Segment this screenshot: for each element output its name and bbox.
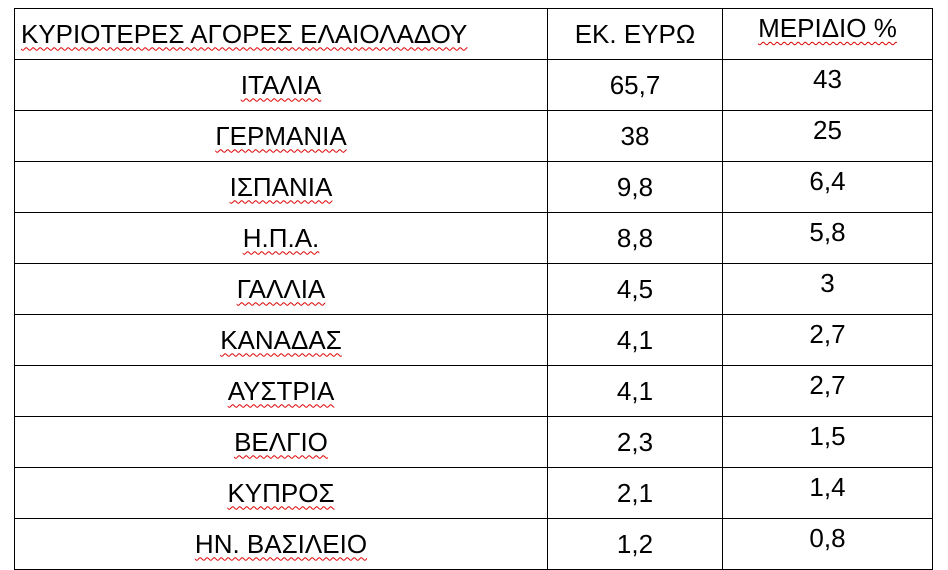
header-cell-text: ΜΕΡΙΔΙΟ %: [758, 13, 897, 43]
share-cell: 3: [722, 263, 933, 315]
value-cell: 38: [547, 110, 723, 162]
share-cell: 25: [722, 110, 933, 162]
value-cell-text: 4,5: [616, 273, 654, 304]
value-cell: 65,7: [547, 59, 723, 111]
country-cell-text: ΓΑΛΛΙΑ: [236, 273, 326, 304]
country-cell-text: ΚΑΝΑΔΑΣ: [220, 324, 342, 355]
table-body: ΚΥΡΙΟΤΕΡΕΣ ΑΓΟΡΕΣ ΕΛΑΙΟΛΑΔΟΥ ΕΚ. ΕΥΡΩ ΜΕΡΙ…: [14, 8, 933, 570]
header-cell-text: ΕΚ. ΕΥΡΩ: [574, 18, 696, 49]
data-row: ΓΕΡΜΑΝΙΑ 38 25: [14, 110, 933, 162]
data-row: ΙΣΠΑΝΙΑ 9,8 6,4: [14, 161, 933, 213]
share-cell: 1,4: [722, 467, 933, 519]
country-cell-text: ΙΣΠΑΝΙΑ: [229, 171, 333, 202]
value-cell-text: 65,7: [609, 69, 661, 100]
country-cell-text: ΚΥΠΡΟΣ: [227, 477, 335, 508]
value-cell: 4,1: [547, 365, 723, 417]
country-cell-text: Η.Π.Α.: [242, 222, 320, 253]
country-cell: ΒΕΛΓΙΟ: [14, 416, 548, 468]
country-cell-text: ΑΥΣΤΡΙΑ: [227, 375, 335, 406]
value-cell-text: 4,1: [616, 375, 654, 406]
header-cell-text: ΚΥΡΙΟΤΕΡΕΣ ΑΓΟΡΕΣ ΕΛΑΙΟΛΑΔΟΥ: [21, 18, 468, 49]
share-cell-text: 25: [813, 115, 842, 145]
country-cell: ΚΑΝΑΔΑΣ: [14, 314, 548, 366]
share-cell: 5,8: [722, 212, 933, 264]
share-cell-text: 1,4: [809, 472, 846, 502]
page: ΚΥΡΙΟΤΕΡΕΣ ΑΓΟΡΕΣ ΕΛΑΙΟΛΑΔΟΥ ΕΚ. ΕΥΡΩ ΜΕΡΙ…: [14, 8, 933, 570]
value-cell: 1,2: [547, 518, 723, 570]
share-cell: 0,8: [722, 518, 933, 570]
value-cell-text: 1,2: [616, 528, 654, 559]
country-cell: ΗΝ. ΒΑΣΙΛΕΙΟ: [14, 518, 548, 570]
value-cell-text: 8,8: [616, 222, 654, 253]
header-cell: ΕΚ. ΕΥΡΩ: [547, 8, 723, 60]
country-cell: ΙΤΑΛΙΑ: [14, 59, 548, 111]
share-cell-text: 2,7: [809, 370, 846, 400]
value-cell: 2,3: [547, 416, 723, 468]
data-row: Η.Π.Α. 8,8 5,8: [14, 212, 933, 264]
share-cell: 1,5: [722, 416, 933, 468]
country-cell: Η.Π.Α.: [14, 212, 548, 264]
share-cell: 2,7: [722, 314, 933, 366]
header-cell: ΜΕΡΙΔΙΟ %: [722, 8, 933, 60]
data-row: ΙΤΑΛΙΑ 65,7 43: [14, 59, 933, 111]
header-cell: ΚΥΡΙΟΤΕΡΕΣ ΑΓΟΡΕΣ ΕΛΑΙΟΛΑΔΟΥ: [14, 8, 548, 60]
share-cell: 43: [722, 59, 933, 111]
country-cell: ΑΥΣΤΡΙΑ: [14, 365, 548, 417]
value-cell-text: 4,1: [616, 324, 654, 355]
share-cell-text: 3: [820, 268, 835, 298]
value-cell: 9,8: [547, 161, 723, 213]
share-cell-text: 0,8: [809, 523, 846, 553]
data-row: ΓΑΛΛΙΑ 4,5 3: [14, 263, 933, 315]
value-cell: 4,1: [547, 314, 723, 366]
country-cell-text: ΙΤΑΛΙΑ: [240, 69, 322, 100]
country-cell: ΓΑΛΛΙΑ: [14, 263, 548, 315]
share-cell: 2,7: [722, 365, 933, 417]
value-cell: 4,5: [547, 263, 723, 315]
value-cell: 2,1: [547, 467, 723, 519]
value-cell-text: 9,8: [616, 171, 654, 202]
data-row: ΑΥΣΤΡΙΑ 4,1 2,7: [14, 365, 933, 417]
value-cell-text: 38: [620, 120, 650, 151]
share-cell-text: 43: [813, 64, 842, 94]
country-cell: ΓΕΡΜΑΝΙΑ: [14, 110, 548, 162]
share-cell: 6,4: [722, 161, 933, 213]
data-row: ΗΝ. ΒΑΣΙΛΕΙΟ 1,2 0,8: [14, 518, 933, 570]
value-cell: 8,8: [547, 212, 723, 264]
data-row: ΚΥΠΡΟΣ 2,1 1,4: [14, 467, 933, 519]
country-cell-text: ΒΕΛΓΙΟ: [234, 426, 328, 457]
country-cell-text: ΓΕΡΜΑΝΙΑ: [215, 120, 347, 151]
data-row: ΚΑΝΑΔΑΣ 4,1 2,7: [14, 314, 933, 366]
data-row: ΒΕΛΓΙΟ 2,3 1,5: [14, 416, 933, 468]
market-table: ΚΥΡΙΟΤΕΡΕΣ ΑΓΟΡΕΣ ΕΛΑΙΟΛΑΔΟΥ ΕΚ. ΕΥΡΩ ΜΕΡΙ…: [14, 8, 933, 570]
value-cell-text: 2,3: [616, 426, 654, 457]
share-cell-text: 2,7: [809, 319, 846, 349]
country-cell-text: ΗΝ. ΒΑΣΙΛΕΙΟ: [194, 528, 368, 559]
share-cell-text: 6,4: [809, 166, 846, 196]
country-cell: ΚΥΠΡΟΣ: [14, 467, 548, 519]
country-cell: ΙΣΠΑΝΙΑ: [14, 161, 548, 213]
share-cell-text: 5,8: [809, 217, 846, 247]
value-cell-text: 2,1: [616, 477, 654, 508]
share-cell-text: 1,5: [809, 421, 846, 451]
header-row: ΚΥΡΙΟΤΕΡΕΣ ΑΓΟΡΕΣ ΕΛΑΙΟΛΑΔΟΥ ΕΚ. ΕΥΡΩ ΜΕΡΙ…: [14, 8, 933, 60]
